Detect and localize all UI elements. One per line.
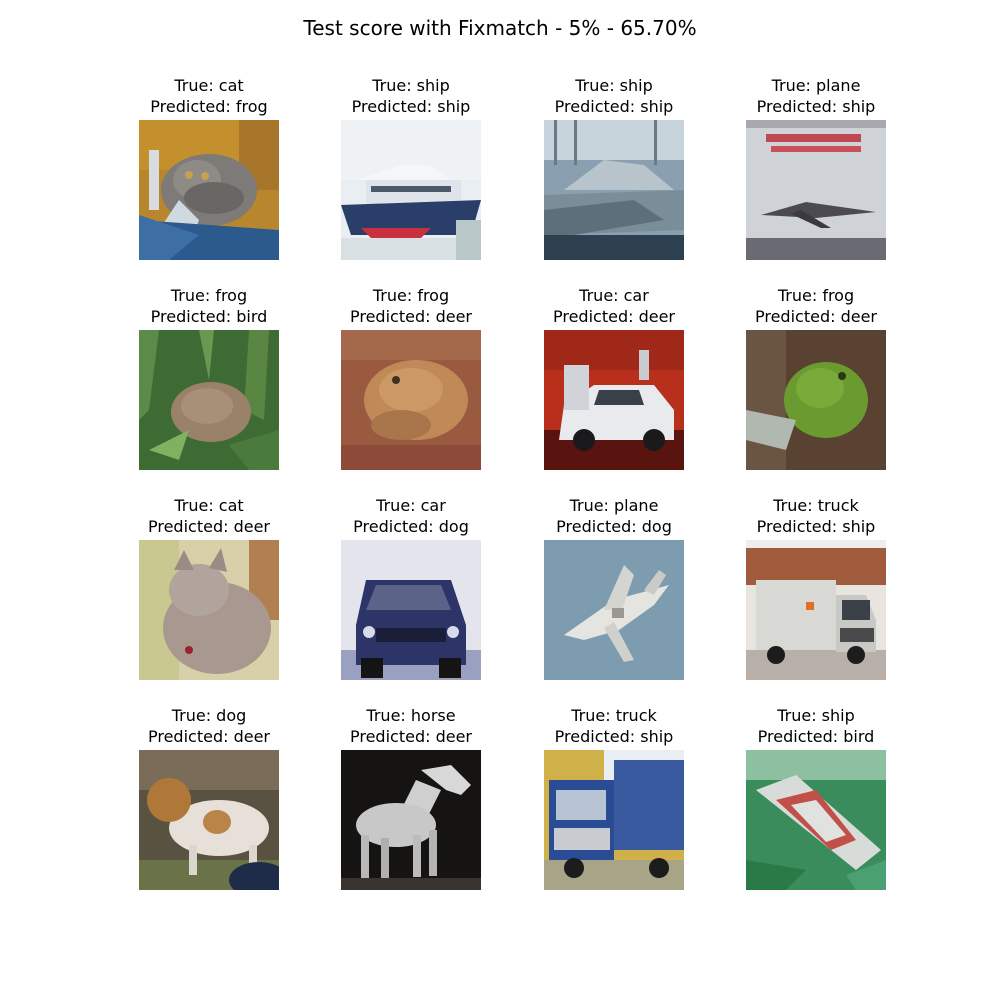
true-label: True: frog	[170, 286, 248, 305]
true-label: True: cat	[174, 496, 244, 515]
sample-caption: True: frog Predicted: deer	[316, 285, 506, 327]
sample-image-plane	[746, 120, 886, 260]
sample-caption: True: cat Predicted: frog	[114, 75, 304, 117]
sample-caption: True: dog Predicted: deer	[114, 705, 304, 747]
true-label: True: truck	[773, 496, 859, 515]
sample-caption: True: frog Predicted: bird	[114, 285, 304, 327]
true-label: True: ship	[777, 706, 855, 725]
sample-image-car	[544, 330, 684, 470]
sample-caption: True: ship Predicted: ship	[519, 75, 709, 117]
predicted-label: Predicted: dog	[353, 517, 469, 536]
sample-image-cat	[139, 120, 279, 260]
sample-image-plane	[544, 540, 684, 680]
predicted-label: Predicted: deer	[552, 307, 675, 326]
sample-cell: True: ship Predicted: ship	[519, 75, 709, 265]
predicted-label: Predicted: deer	[147, 517, 270, 536]
true-label: True: cat	[174, 76, 244, 95]
sample-caption: True: cat Predicted: deer	[114, 495, 304, 537]
sample-cell: True: horse Predicted: deer	[316, 705, 506, 895]
sample-image-ship	[341, 120, 481, 260]
predicted-label: Predicted: ship	[756, 517, 876, 536]
sample-image-truck	[746, 540, 886, 680]
sample-cell: True: dog Predicted: deer	[114, 705, 304, 895]
true-label: True: frog	[777, 286, 855, 305]
predicted-label: Predicted: ship	[554, 97, 674, 116]
true-label: True: car	[376, 496, 446, 515]
sample-cell: True: car Predicted: dog	[316, 495, 506, 685]
sample-cell: True: truck Predicted: ship	[721, 495, 911, 685]
sample-cell: True: truck Predicted: ship	[519, 705, 709, 895]
sample-cell: True: cat Predicted: deer	[114, 495, 304, 685]
true-label: True: dog	[171, 706, 247, 725]
true-label: True: ship	[575, 76, 653, 95]
sample-image-frog	[139, 330, 279, 470]
sample-image-frog	[746, 330, 886, 470]
sample-cell: True: ship Predicted: bird	[721, 705, 911, 895]
predicted-label: Predicted: deer	[754, 307, 877, 326]
sample-image-ship	[746, 750, 886, 890]
sample-cell: True: plane Predicted: ship	[721, 75, 911, 265]
true-label: True: horse	[366, 706, 456, 725]
predicted-label: Predicted: bird	[757, 727, 875, 746]
sample-cell: True: ship Predicted: ship	[316, 75, 506, 265]
sample-caption: True: ship Predicted: ship	[316, 75, 506, 117]
sample-image-truck	[544, 750, 684, 890]
sample-image-dog	[139, 750, 279, 890]
sample-caption: True: car Predicted: dog	[316, 495, 506, 537]
sample-image-ship	[544, 120, 684, 260]
predicted-label: Predicted: ship	[351, 97, 471, 116]
true-label: True: plane	[569, 496, 659, 515]
predicted-label: Predicted: deer	[349, 307, 472, 326]
sample-cell: True: cat Predicted: frog	[114, 75, 304, 265]
sample-image-cat	[139, 540, 279, 680]
sample-image-horse	[341, 750, 481, 890]
predicted-label: Predicted: bird	[150, 307, 268, 326]
figure-title: Test score with Fixmatch - 5% - 65.70%	[303, 16, 697, 40]
true-label: True: truck	[571, 706, 657, 725]
sample-cell: True: frog Predicted: bird	[114, 285, 304, 475]
true-label: True: car	[579, 286, 649, 305]
sample-cell: True: car Predicted: deer	[519, 285, 709, 475]
predicted-label: Predicted: dog	[556, 517, 672, 536]
sample-caption: True: truck Predicted: ship	[721, 495, 911, 537]
predicted-label: Predicted: ship	[756, 97, 876, 116]
sample-image-car	[341, 540, 481, 680]
sample-caption: True: plane Predicted: dog	[519, 495, 709, 537]
predicted-label: Predicted: frog	[150, 97, 268, 116]
true-label: True: frog	[372, 286, 450, 305]
sample-caption: True: car Predicted: deer	[519, 285, 709, 327]
sample-cell: True: frog Predicted: deer	[721, 285, 911, 475]
sample-caption: True: frog Predicted: deer	[721, 285, 911, 327]
sample-caption: True: horse Predicted: deer	[316, 705, 506, 747]
sample-image-frog	[341, 330, 481, 470]
predicted-label: Predicted: ship	[554, 727, 674, 746]
sample-caption: True: ship Predicted: bird	[721, 705, 911, 747]
predicted-label: Predicted: deer	[147, 727, 270, 746]
sample-cell: True: frog Predicted: deer	[316, 285, 506, 475]
sample-caption: True: plane Predicted: ship	[721, 75, 911, 117]
sample-caption: True: truck Predicted: ship	[519, 705, 709, 747]
true-label: True: ship	[372, 76, 450, 95]
true-label: True: plane	[771, 76, 861, 95]
sample-cell: True: plane Predicted: dog	[519, 495, 709, 685]
predicted-label: Predicted: deer	[349, 727, 472, 746]
